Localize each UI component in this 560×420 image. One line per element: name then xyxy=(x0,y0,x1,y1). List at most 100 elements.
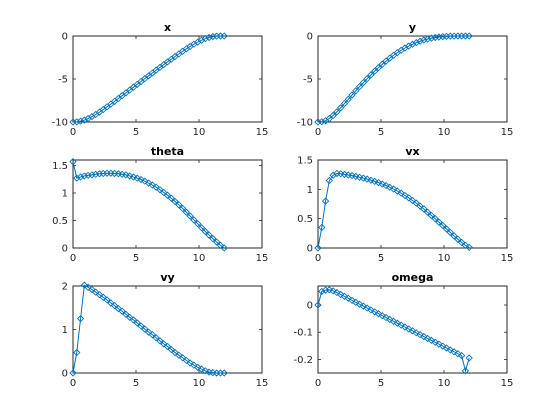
data-point xyxy=(465,243,473,252)
data-point xyxy=(171,348,179,357)
data-point xyxy=(314,244,322,252)
data-point xyxy=(367,306,375,314)
data-point xyxy=(386,183,394,191)
data-point xyxy=(318,223,326,232)
y-tick-label: 2 xyxy=(62,282,68,293)
x-tick-label: 15 xyxy=(501,378,514,389)
data-point xyxy=(378,60,386,68)
data-point xyxy=(129,173,138,181)
y-tick-label: -10 xyxy=(52,118,68,129)
y-tick-label: 1 xyxy=(62,325,68,336)
data-point xyxy=(118,307,126,315)
data-point xyxy=(76,173,85,181)
data-point xyxy=(333,108,341,116)
data-point xyxy=(416,37,424,45)
y-tick-label: 0.5 xyxy=(297,214,313,225)
x-tick-label: 5 xyxy=(133,127,139,138)
x-tick-label: 10 xyxy=(193,378,206,389)
data-point xyxy=(152,183,160,191)
data-point xyxy=(141,325,149,333)
axes-box xyxy=(317,159,508,249)
y-tick-label: 1 xyxy=(62,189,68,200)
x-tick-label: 5 xyxy=(378,253,384,264)
data-point xyxy=(355,173,364,181)
data-point xyxy=(337,290,345,299)
data-point xyxy=(201,35,209,43)
data-point xyxy=(401,323,409,331)
data-point xyxy=(84,283,92,291)
data-point xyxy=(454,235,462,243)
data-point xyxy=(178,204,187,213)
data-point xyxy=(325,176,333,185)
data-point xyxy=(190,361,198,369)
data-point xyxy=(333,288,341,297)
data-point xyxy=(446,346,454,354)
data-point xyxy=(401,191,409,200)
data-point xyxy=(209,235,217,243)
data-point xyxy=(427,34,436,42)
data-point xyxy=(423,208,432,216)
y-tick-label: 1.5 xyxy=(297,156,313,167)
data-point xyxy=(325,286,333,294)
data-point xyxy=(367,71,375,79)
data-point xyxy=(110,301,119,310)
data-point xyxy=(69,369,77,377)
data-point xyxy=(163,342,172,351)
x-tick-label: 15 xyxy=(256,253,269,264)
series-line xyxy=(317,172,470,249)
data-point xyxy=(144,328,153,336)
data-point xyxy=(220,244,228,252)
subplot-vy: vy 0 5 10 15 0 1 2 xyxy=(62,271,269,389)
data-point xyxy=(405,194,413,202)
data-point xyxy=(352,87,360,95)
data-point xyxy=(73,174,81,182)
data-point xyxy=(213,238,221,246)
data-point xyxy=(405,325,413,333)
data-point xyxy=(367,176,375,184)
subplot-vx: vx 0 5 10 15 0 0.5 1 1.5 xyxy=(297,145,513,264)
data-point xyxy=(182,356,191,365)
x-tick-label: 10 xyxy=(193,127,206,138)
data-point xyxy=(386,315,394,324)
data-point xyxy=(186,359,194,367)
x-tick-label: 15 xyxy=(501,253,514,264)
data-point xyxy=(167,194,175,202)
data-point xyxy=(382,181,390,190)
data-point xyxy=(314,301,322,309)
data-point xyxy=(412,329,420,337)
data-point xyxy=(220,32,228,40)
subplot-x: x 0 5 10 15 -10 -5 0 xyxy=(52,21,269,138)
data-point xyxy=(435,218,443,226)
data-point xyxy=(175,201,183,209)
subplot-y: y 0 5 10 15 -10 -5 0 xyxy=(297,21,514,138)
x-tick-label: 10 xyxy=(193,253,206,264)
data-point xyxy=(197,365,206,373)
data-point xyxy=(359,174,367,182)
data-point xyxy=(163,191,172,199)
data-point xyxy=(194,220,202,228)
data-point xyxy=(197,36,206,44)
data-point xyxy=(374,178,383,187)
data-point xyxy=(454,350,462,358)
y-tick-label: -10 xyxy=(297,118,313,129)
data-point xyxy=(156,186,164,194)
y-tick-label: 1 xyxy=(307,185,313,196)
data-point xyxy=(420,205,428,213)
x-tick-label: 5 xyxy=(133,253,139,264)
data-point xyxy=(194,363,202,371)
data-point xyxy=(416,202,424,210)
data-point xyxy=(393,319,402,327)
x-tick-label: 0 xyxy=(70,378,76,389)
data-point xyxy=(92,170,100,178)
data-point xyxy=(355,83,364,91)
data-point xyxy=(397,321,405,329)
data-point xyxy=(80,281,88,289)
data-point xyxy=(378,180,386,188)
x-tick-label: 15 xyxy=(501,127,514,138)
series-line xyxy=(317,289,470,373)
data-point xyxy=(148,181,157,189)
series-line xyxy=(72,35,225,123)
y-tick-label: 0 xyxy=(307,32,313,43)
axes-box xyxy=(317,35,508,123)
chart-title: omega xyxy=(392,271,434,284)
